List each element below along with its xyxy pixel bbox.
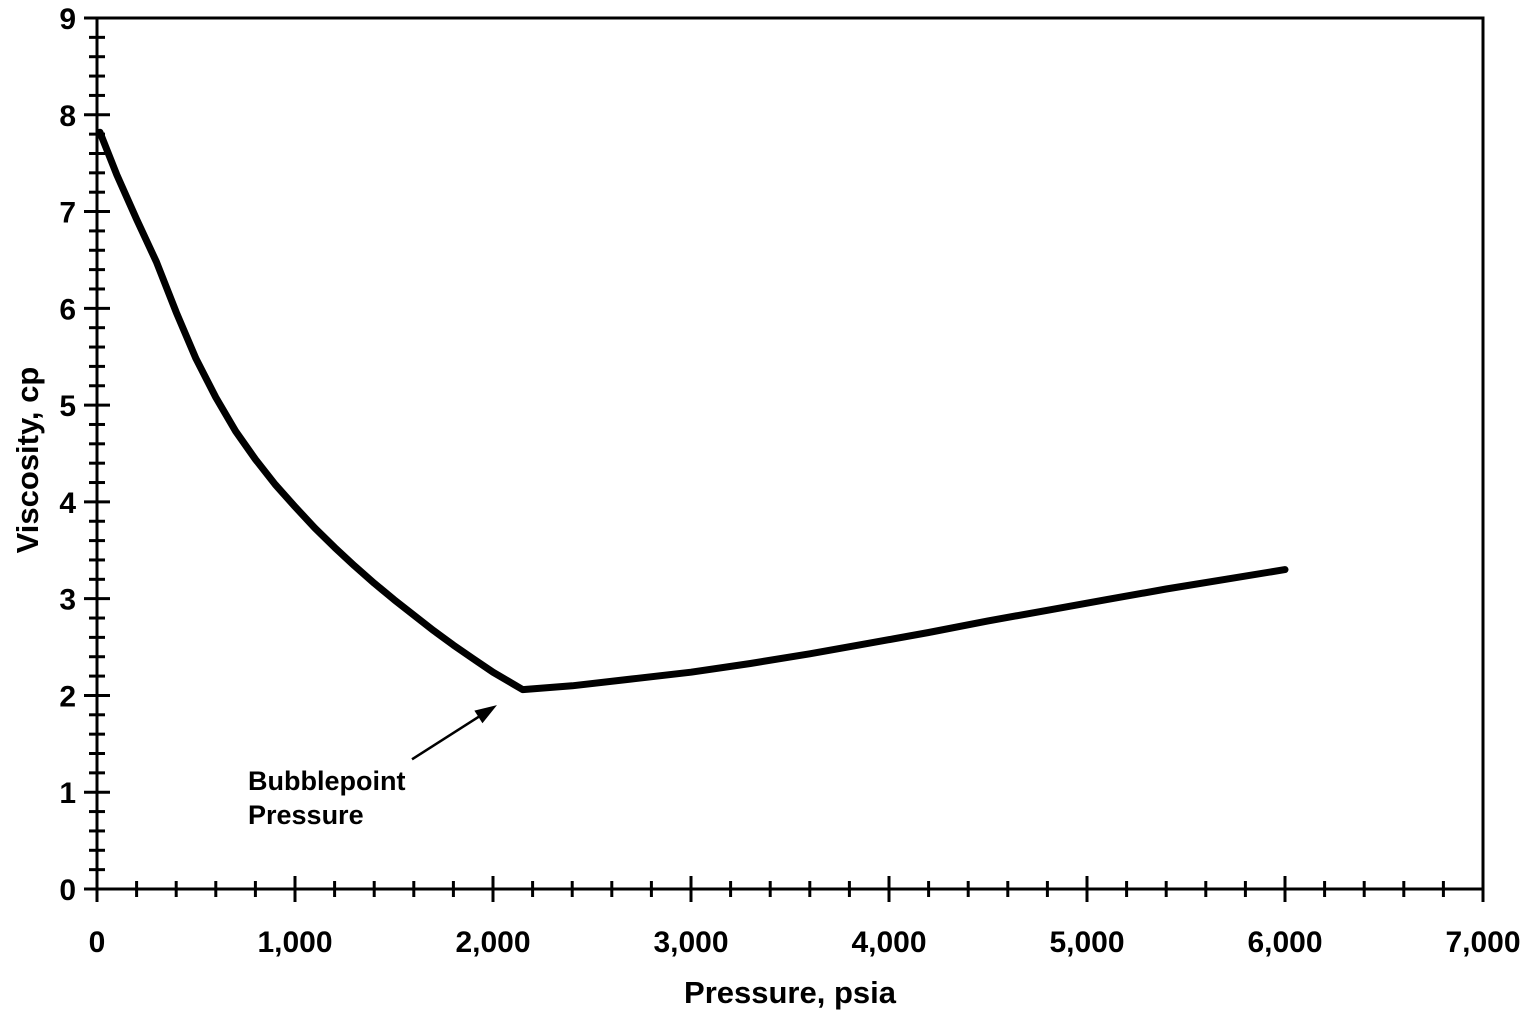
y-tick-label: 6 <box>59 293 76 326</box>
y-tick-label: 4 <box>59 487 76 520</box>
x-tick-label: 4,000 <box>851 926 926 959</box>
annotation-arrow-head <box>474 705 497 724</box>
x-tick-label: 2,000 <box>455 926 530 959</box>
annotation-bubblepoint-line1: Bubblepoint <box>248 766 405 796</box>
y-tick-label: 3 <box>59 584 76 617</box>
x-tick-label: 6,000 <box>1247 926 1322 959</box>
x-tick-label: 5,000 <box>1049 926 1124 959</box>
y-tick-label: 1 <box>59 777 76 810</box>
viscosity-curve <box>96 128 1289 694</box>
x-tick-label: 0 <box>89 926 106 959</box>
y-axis-title: Viscosity, cp <box>10 367 45 554</box>
chart-plot-area: 0 1,000 2,000 3,000 4,000 5,000 6,000 7,000 0 1 2 3… <box>59 3 1520 959</box>
annotation-arrow-shaft <box>411 713 483 761</box>
x-tick-label: 7,000 <box>1445 926 1520 959</box>
y-tick-label: 8 <box>59 100 76 133</box>
y-tick-label: 7 <box>59 197 76 230</box>
y-tick-label: 2 <box>59 680 76 713</box>
y-tick-label: 0 <box>59 874 76 907</box>
x-tick-label: 3,000 <box>653 926 728 959</box>
x-axis-title: Pressure, psia <box>684 975 897 1010</box>
plot-border <box>95 16 1485 891</box>
y-tick-label: 5 <box>59 390 76 423</box>
annotation-bubblepoint-line2: Pressure <box>248 800 364 830</box>
x-tick-label: 1,000 <box>257 926 332 959</box>
y-tick-label: 9 <box>59 3 76 36</box>
